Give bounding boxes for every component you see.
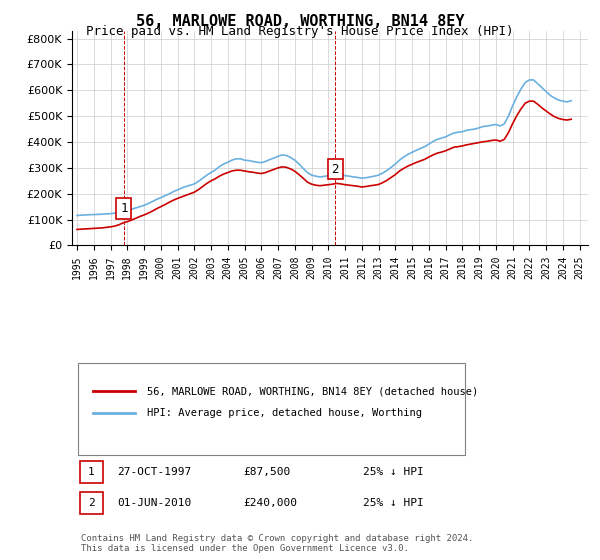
Text: 56, MARLOWE ROAD, WORTHING, BN14 8EY (detached house): 56, MARLOWE ROAD, WORTHING, BN14 8EY (de… (147, 386, 478, 396)
Text: Contains HM Land Registry data © Crown copyright and database right 2024.
This d: Contains HM Land Registry data © Crown c… (81, 534, 473, 553)
Text: £87,500: £87,500 (243, 467, 290, 477)
Text: 01-JUN-2010: 01-JUN-2010 (117, 498, 191, 508)
Text: 1: 1 (88, 467, 95, 477)
Text: 2: 2 (88, 498, 95, 508)
Text: 2: 2 (331, 162, 339, 176)
Text: HPI: Average price, detached house, Worthing: HPI: Average price, detached house, Wort… (147, 408, 422, 418)
Text: 27-OCT-1997: 27-OCT-1997 (117, 467, 191, 477)
Text: 25% ↓ HPI: 25% ↓ HPI (363, 467, 424, 477)
Text: 25% ↓ HPI: 25% ↓ HPI (363, 498, 424, 508)
Text: Price paid vs. HM Land Registry's House Price Index (HPI): Price paid vs. HM Land Registry's House … (86, 25, 514, 38)
Text: 56, MARLOWE ROAD, WORTHING, BN14 8EY: 56, MARLOWE ROAD, WORTHING, BN14 8EY (136, 14, 464, 29)
Text: £240,000: £240,000 (243, 498, 297, 508)
Text: 1: 1 (120, 202, 128, 215)
